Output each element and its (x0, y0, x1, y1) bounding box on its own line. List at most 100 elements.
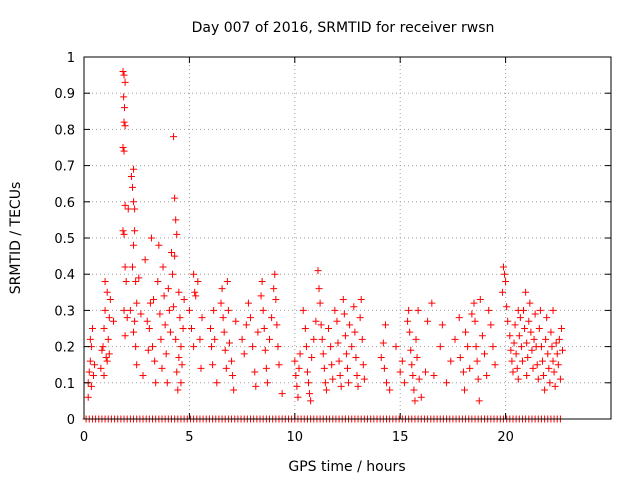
data-point (396, 368, 404, 376)
data-point (293, 382, 301, 390)
data-point (121, 122, 129, 130)
y-tick-label: 0 (67, 413, 75, 428)
y-tick-label: 0.8 (54, 123, 75, 138)
data-point (344, 364, 351, 372)
data-point (357, 296, 365, 304)
data-point (173, 368, 181, 376)
data-point (126, 306, 134, 314)
data-point (164, 285, 172, 293)
data-point (521, 325, 529, 332)
data-point (105, 350, 113, 358)
data-point (415, 375, 423, 383)
data-point (430, 372, 438, 380)
data-point (549, 306, 557, 314)
data-point (238, 335, 246, 343)
data-point (169, 270, 177, 278)
data-point (156, 310, 164, 318)
data-point (408, 361, 416, 369)
data-point (222, 364, 230, 372)
data-point (356, 314, 364, 322)
data-point (436, 343, 444, 351)
data-point (412, 335, 420, 343)
data-point (553, 350, 561, 358)
data-point (121, 332, 129, 340)
y-tick-label: 0.3 (54, 304, 75, 319)
data-point (191, 288, 199, 296)
data-point (537, 343, 545, 351)
data-point (478, 332, 486, 340)
data-point (120, 230, 128, 238)
data-point (175, 288, 183, 296)
data-point (508, 357, 516, 365)
data-point (348, 343, 356, 351)
data-point (139, 372, 147, 380)
data-point (120, 147, 128, 155)
data-point (143, 317, 151, 325)
data-point (459, 368, 467, 376)
data-point (128, 263, 136, 271)
data-point (170, 133, 178, 141)
data-point (196, 335, 204, 343)
data-point (135, 274, 143, 282)
y-tick-label: 0.6 (54, 196, 75, 211)
data-point (535, 325, 543, 332)
data-point (273, 321, 281, 329)
data-point (91, 361, 99, 369)
data-point (121, 78, 129, 86)
data-point (177, 343, 185, 351)
data-point (546, 379, 554, 387)
data-point (232, 317, 240, 325)
data-point (325, 325, 333, 332)
data-point (411, 397, 419, 405)
data-point (499, 263, 507, 271)
data-point (514, 375, 522, 383)
data-point (130, 198, 138, 206)
data-point (100, 325, 108, 332)
data-point (516, 314, 524, 322)
data-point (528, 346, 536, 354)
data-point (257, 292, 265, 300)
data-point (131, 205, 139, 213)
data-point (158, 364, 166, 372)
data-point (244, 299, 252, 307)
data-point (339, 296, 347, 304)
data-point (407, 346, 415, 354)
data-point (124, 205, 132, 213)
data-point (312, 317, 320, 325)
data-point (358, 335, 366, 343)
data-point (292, 372, 300, 380)
data-point (559, 346, 567, 354)
data-point (120, 118, 128, 126)
data-point (224, 306, 232, 314)
data-point (443, 379, 451, 387)
data-point (218, 285, 226, 293)
x-tick-label: 10 (287, 430, 304, 445)
data-point (379, 339, 387, 347)
data-point (417, 393, 425, 401)
data-point (319, 350, 327, 358)
data-point (172, 335, 180, 343)
data-point (464, 343, 472, 351)
data-point (503, 303, 511, 311)
data-point (530, 335, 538, 343)
data-point (518, 357, 526, 365)
data-point (198, 314, 206, 322)
x-tick-label: 15 (392, 430, 409, 445)
data-point (104, 335, 112, 343)
data-point (538, 357, 546, 365)
data-point (551, 382, 559, 390)
data-point (147, 234, 155, 242)
data-point (185, 306, 193, 314)
data-point (409, 372, 417, 380)
data-point (540, 372, 548, 380)
data-point (353, 372, 361, 380)
data-point (177, 379, 185, 387)
data-point (128, 183, 136, 191)
data-point (507, 346, 515, 354)
y-tick-label: 1 (67, 51, 75, 66)
data-point (547, 328, 555, 336)
data-point (86, 357, 94, 365)
data-point (208, 343, 216, 351)
data-point (150, 296, 158, 304)
data-point (225, 339, 233, 347)
